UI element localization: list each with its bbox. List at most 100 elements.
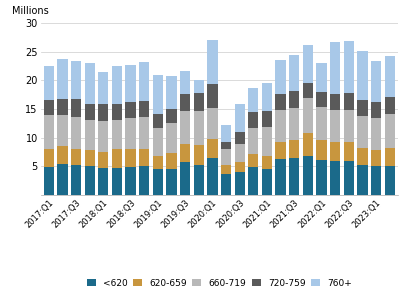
Bar xyxy=(193,165,203,195)
Bar xyxy=(207,40,217,84)
Bar xyxy=(288,140,298,158)
Bar xyxy=(57,164,67,195)
Bar xyxy=(315,63,326,92)
Bar xyxy=(384,166,394,195)
Bar xyxy=(234,104,244,132)
Bar xyxy=(275,110,285,142)
Bar xyxy=(315,140,326,160)
Bar xyxy=(207,158,217,195)
Bar xyxy=(302,45,312,83)
Bar xyxy=(166,153,176,169)
Bar xyxy=(111,66,122,104)
Bar xyxy=(384,97,394,114)
Bar xyxy=(356,100,367,116)
Bar xyxy=(247,112,258,128)
Bar xyxy=(234,144,244,162)
Bar xyxy=(261,156,271,169)
Bar xyxy=(44,167,54,195)
Bar xyxy=(111,120,122,149)
Bar xyxy=(370,61,380,102)
Bar xyxy=(125,65,135,102)
Bar xyxy=(84,166,95,195)
Bar xyxy=(343,41,353,93)
Bar xyxy=(220,125,230,142)
Bar xyxy=(57,115,67,146)
Bar xyxy=(220,149,230,165)
Bar xyxy=(84,104,95,120)
Bar xyxy=(57,99,67,115)
Bar xyxy=(207,139,217,158)
Bar xyxy=(139,117,149,149)
Bar xyxy=(288,91,298,108)
Bar xyxy=(329,94,339,110)
Bar xyxy=(370,118,380,150)
Bar xyxy=(166,76,176,109)
Bar xyxy=(343,142,353,161)
Bar xyxy=(179,162,190,195)
Bar xyxy=(247,128,258,154)
Bar xyxy=(329,110,339,142)
Bar xyxy=(71,165,81,195)
Bar xyxy=(356,165,367,195)
Bar xyxy=(57,146,67,164)
Bar xyxy=(247,154,258,167)
Bar xyxy=(179,144,190,162)
Bar xyxy=(125,149,135,167)
Bar xyxy=(179,94,190,111)
Bar xyxy=(84,120,95,150)
Bar xyxy=(193,80,203,93)
Bar xyxy=(302,98,312,133)
Bar xyxy=(356,116,367,148)
Bar xyxy=(329,142,339,161)
Bar xyxy=(207,84,217,108)
Bar xyxy=(234,132,244,144)
Bar xyxy=(152,128,162,156)
Bar xyxy=(288,158,298,195)
Bar xyxy=(71,117,81,149)
Bar xyxy=(370,102,380,118)
Bar xyxy=(44,100,54,115)
Bar xyxy=(220,174,230,195)
Bar xyxy=(166,109,176,123)
Bar xyxy=(261,127,271,156)
Bar xyxy=(139,166,149,195)
Bar xyxy=(384,56,394,97)
Bar xyxy=(275,94,285,110)
Bar xyxy=(125,102,135,118)
Bar xyxy=(57,59,67,99)
Bar xyxy=(193,145,203,165)
Bar xyxy=(139,62,149,101)
Bar xyxy=(220,165,230,174)
Bar xyxy=(166,169,176,195)
Bar xyxy=(302,133,312,156)
Bar xyxy=(288,55,298,91)
Bar xyxy=(98,104,108,121)
Bar xyxy=(275,60,285,94)
Bar xyxy=(84,150,95,166)
Bar xyxy=(315,92,326,107)
Legend: <620, 620-659, 660-719, 720-759, 760+: <620, 620-659, 660-719, 720-759, 760+ xyxy=(86,279,351,287)
Bar xyxy=(152,169,162,195)
Bar xyxy=(384,148,394,166)
Bar xyxy=(384,114,394,148)
Bar xyxy=(315,160,326,195)
Bar xyxy=(193,111,203,145)
Bar xyxy=(247,88,258,112)
Bar xyxy=(370,150,380,166)
Bar xyxy=(234,172,244,195)
Bar xyxy=(152,156,162,169)
Bar xyxy=(98,168,108,195)
Bar xyxy=(125,167,135,195)
Bar xyxy=(234,162,244,172)
Bar xyxy=(275,159,285,195)
Bar xyxy=(111,168,122,195)
Bar xyxy=(261,83,271,111)
Bar xyxy=(111,104,122,120)
Bar xyxy=(302,156,312,195)
Bar xyxy=(343,110,353,142)
Bar xyxy=(356,148,367,165)
Bar xyxy=(71,99,81,117)
Bar xyxy=(329,42,339,94)
Bar xyxy=(98,121,108,152)
Bar xyxy=(329,161,339,195)
